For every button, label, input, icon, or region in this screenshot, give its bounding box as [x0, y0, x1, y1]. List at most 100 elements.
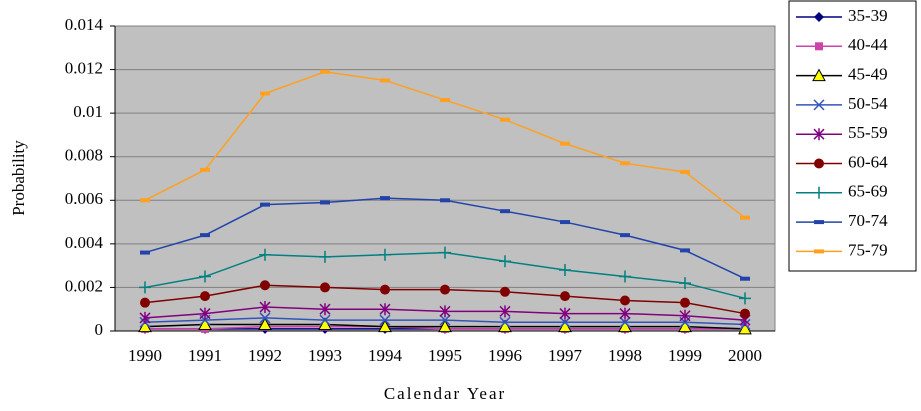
y-tick-label: 0.012 [65, 58, 103, 77]
x-tick-label: 1992 [248, 346, 282, 365]
marker [140, 250, 150, 255]
marker [200, 291, 210, 302]
y-tick-label: 0.01 [73, 102, 103, 121]
marker [740, 276, 750, 281]
marker [620, 295, 630, 306]
marker [199, 307, 211, 320]
marker [380, 196, 390, 201]
marker [380, 78, 390, 83]
legend-label: 65-69 [848, 182, 888, 201]
y-axis-label: Probability [9, 140, 28, 216]
marker [439, 305, 451, 318]
y-tick-label: 0.004 [65, 233, 104, 252]
marker [259, 301, 271, 314]
legend-marker [814, 220, 824, 225]
marker [559, 316, 571, 328]
x-tick-label: 1994 [368, 346, 403, 365]
marker [499, 305, 511, 318]
x-tick-label: 2000 [728, 346, 762, 365]
legend-marker [812, 68, 826, 82]
marker [379, 248, 391, 261]
marker [259, 312, 271, 324]
legend-label: 40-44 [848, 35, 888, 54]
marker [620, 161, 630, 166]
marker [200, 167, 210, 172]
x-tick-label: 1998 [608, 346, 642, 365]
marker [320, 69, 330, 74]
marker [679, 309, 691, 322]
marker [500, 286, 510, 297]
marker [199, 270, 211, 283]
marker [379, 303, 391, 316]
legend-marker [814, 249, 824, 254]
x-axis-label: Calendar Year [384, 384, 506, 403]
legend-marker [813, 128, 825, 141]
legend-label: 35-39 [848, 6, 888, 25]
marker [560, 291, 570, 302]
marker [739, 292, 751, 305]
x-tick-label: 1995 [428, 346, 462, 365]
marker [440, 284, 450, 295]
x-tick-label: 1999 [668, 346, 702, 365]
marker [740, 215, 750, 220]
marker [200, 233, 210, 238]
marker [258, 317, 272, 330]
legend-label: 55-59 [848, 123, 888, 142]
x-tick-label: 1996 [488, 346, 522, 365]
marker [440, 198, 450, 203]
marker [740, 308, 750, 319]
legend-marker [813, 186, 825, 199]
marker [620, 233, 630, 238]
legend-marker [815, 42, 823, 51]
marker [319, 303, 331, 316]
marker [680, 248, 690, 253]
marker [379, 314, 391, 326]
marker [380, 284, 390, 295]
y-tick-label: 0 [95, 320, 104, 339]
marker [680, 169, 690, 174]
marker [139, 311, 151, 324]
marker [440, 98, 450, 103]
marker [140, 198, 150, 203]
y-tick-label: 0.002 [65, 276, 103, 295]
marker [560, 220, 570, 225]
marker [500, 209, 510, 214]
marker [260, 91, 270, 96]
y-tick-label: 0.008 [65, 146, 103, 165]
marker [438, 319, 452, 333]
marker [619, 316, 631, 328]
legend-label: 60-64 [848, 152, 888, 171]
marker [319, 314, 331, 326]
legend-marker [814, 158, 824, 169]
legend-label: 45-49 [848, 65, 888, 84]
x-tick-label: 1997 [548, 346, 583, 365]
marker [679, 277, 691, 290]
marker [499, 316, 511, 328]
marker [378, 319, 392, 333]
marker [320, 200, 330, 205]
marker [320, 282, 330, 293]
marker [439, 314, 451, 326]
legend-marker [813, 99, 825, 111]
marker [619, 307, 631, 320]
x-tick-label: 1991 [188, 346, 222, 365]
marker [499, 255, 511, 268]
marker [439, 246, 451, 259]
marker [560, 141, 570, 146]
legend-label: 50-54 [848, 94, 888, 113]
y-tick-label: 0.014 [65, 15, 104, 34]
x-tick-label: 1990 [128, 346, 162, 365]
marker [680, 297, 690, 308]
marker [619, 270, 631, 283]
marker [260, 202, 270, 207]
marker [140, 297, 150, 308]
legend-label: 70-74 [848, 211, 888, 230]
marker [139, 281, 151, 294]
marker [500, 117, 510, 122]
marker [559, 307, 571, 320]
x-tick-label: 1993 [308, 346, 342, 365]
marker [559, 264, 571, 276]
y-tick-label: 0.006 [65, 189, 103, 208]
legend-marker [814, 12, 824, 22]
